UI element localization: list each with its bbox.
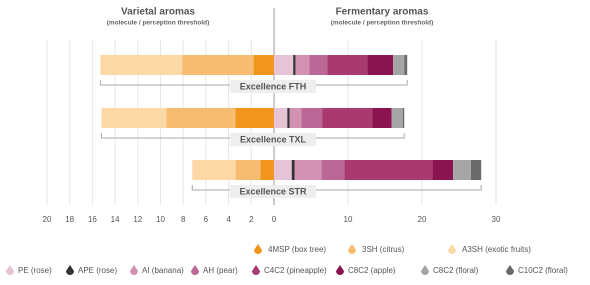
legend-marker: [506, 265, 514, 275]
bar-segment: [327, 55, 368, 75]
right-title: Fermentary aromas: [336, 7, 429, 18]
bar-segment: [274, 160, 292, 180]
x2-tick-label: 10: [344, 215, 353, 224]
bar-segment: [294, 160, 322, 180]
bar-segment: [192, 160, 236, 180]
bar-segment: [391, 108, 403, 128]
x2-tick-label: 30: [492, 215, 501, 224]
x-tick-label: 6: [204, 215, 209, 224]
bar-segment: [453, 160, 471, 180]
x-tick-label: 20: [43, 215, 52, 224]
bar-segment: [166, 108, 236, 128]
x-tick-label: 14: [111, 215, 120, 224]
bar-segment: [402, 108, 405, 128]
right-subtitle: (molecule / perception threshold): [331, 20, 434, 27]
bar-segment: [100, 55, 183, 75]
legend-marker: [191, 265, 199, 275]
bar-segment: [309, 55, 328, 75]
legend-label: APE (rose): [78, 266, 117, 275]
x-tick-label: 2: [249, 215, 254, 224]
x-tick-label: 16: [88, 215, 97, 224]
bar-segment: [344, 160, 433, 180]
bar-segment: [295, 55, 310, 75]
legend-label: C4C2 (pineapple): [264, 266, 327, 275]
bar-segment: [367, 55, 394, 75]
bar-segment: [293, 55, 296, 75]
legend-label: C8C2 (apple): [348, 266, 396, 275]
bar-segment: [260, 160, 274, 180]
legend-marker: [6, 265, 14, 275]
bar-segment: [274, 55, 294, 75]
bar-segment: [253, 55, 274, 75]
bar-segment: [432, 160, 454, 180]
bar-segment: [372, 108, 392, 128]
bar-segment: [321, 160, 345, 180]
x-tick-label: 0: [272, 215, 277, 224]
category-label: Excellence TXL: [240, 134, 307, 144]
bar-segment: [235, 108, 274, 128]
bar-segment: [301, 108, 323, 128]
bar-segment: [274, 108, 288, 128]
legend-marker: [421, 265, 429, 275]
legend-label: 4MSP (box tree): [268, 245, 326, 254]
legend-marker: [130, 265, 138, 275]
bar-segment: [291, 160, 295, 180]
category-label: Excellence STR: [239, 186, 307, 196]
bar-segment: [404, 55, 408, 75]
legend-label: PE (rose): [18, 266, 52, 275]
legend-marker: [448, 244, 456, 254]
legend-label: C10C2 (floral): [518, 266, 568, 275]
bar-segment: [235, 160, 261, 180]
legend-label: A3SH (exotic fruits): [462, 245, 531, 254]
category-box: [230, 185, 316, 198]
category-box: [230, 80, 316, 93]
legend-marker: [336, 265, 344, 275]
bar-segment: [322, 108, 373, 128]
bar-segment: [470, 160, 482, 180]
category-box: [230, 133, 316, 146]
legend-label: AH (pear): [203, 266, 238, 275]
legend-label: C8C2 (floral): [433, 266, 479, 275]
bar-segment: [182, 55, 254, 75]
legend-marker: [66, 265, 74, 275]
x-tick-label: 12: [133, 215, 142, 224]
legend-label: AI (banana): [142, 266, 184, 275]
bar-segment: [101, 108, 167, 128]
bracket: [191, 185, 482, 191]
x-tick-label: 18: [65, 215, 74, 224]
legend-marker: [348, 244, 356, 254]
x-tick-label: 8: [181, 215, 186, 224]
category-label: Excellence FTH: [240, 81, 307, 91]
bar-segment: [393, 55, 405, 75]
x2-tick-label: 20: [418, 215, 427, 224]
x-tick-label: 10: [156, 215, 165, 224]
x-tick-label: 4: [226, 215, 231, 224]
legend-marker: [252, 265, 260, 275]
legend-label: 3SH (citrus): [362, 245, 405, 254]
left-title: Varietal aromas: [121, 7, 195, 18]
left-subtitle: (molecule / perception threshold): [107, 20, 210, 27]
legend-marker: [254, 244, 262, 254]
bar-segment: [287, 108, 290, 128]
bar-segment: [289, 108, 302, 128]
